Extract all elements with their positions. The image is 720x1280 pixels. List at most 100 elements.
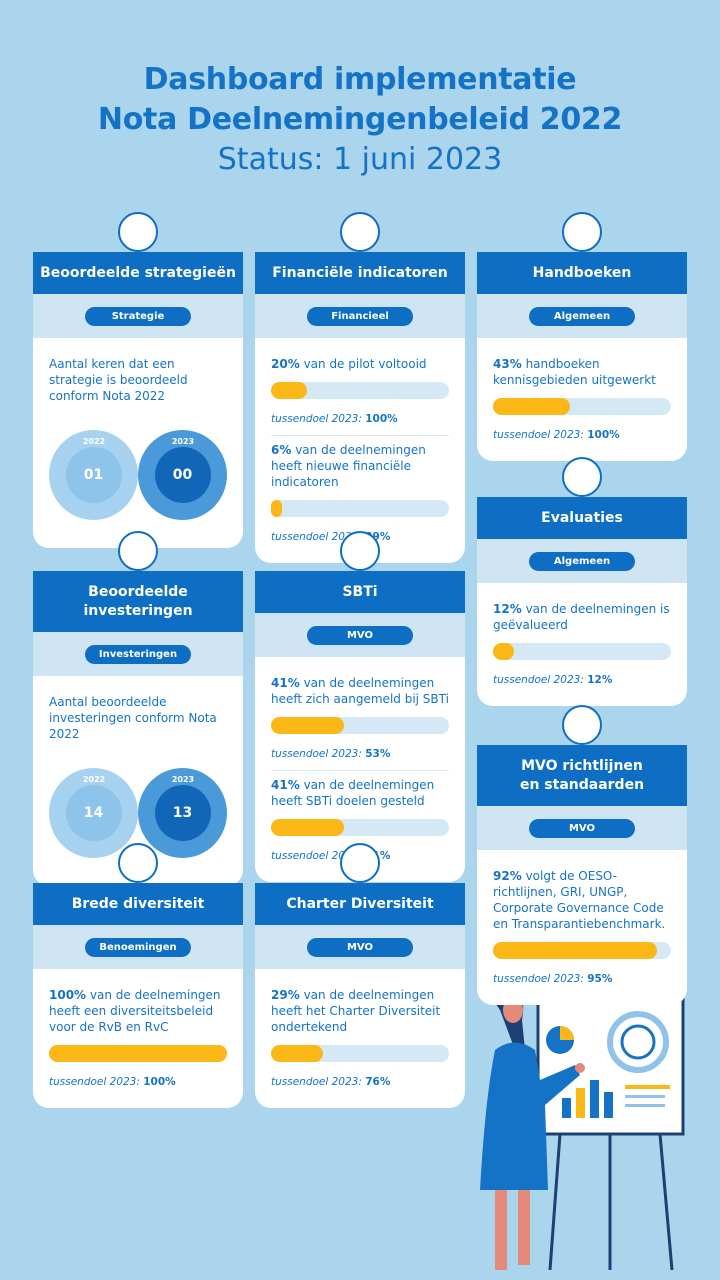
statement-text: van de pilot voltooid <box>303 357 427 371</box>
card-body: Aantal keren dat een strategie is beoord… <box>33 338 243 548</box>
icon <box>118 843 158 883</box>
statement-text: van de deelnemingen heeft SBTi doelen ge… <box>271 778 435 808</box>
target-label: tussendoel 2023: <box>493 674 584 686</box>
count: 13 <box>154 785 211 841</box>
target: tussendoel 2023: 53% <box>271 746 449 762</box>
year: 2023 <box>171 775 195 784</box>
icon <box>562 705 602 745</box>
percentage: 41% <box>271 778 300 792</box>
line-icon <box>625 1095 665 1098</box>
card-header: MVO richtlijnen en standaarden <box>477 705 687 806</box>
tag-band: MVO <box>477 806 687 850</box>
card-header: Charter Diversiteit <box>255 843 465 925</box>
body <box>480 1042 580 1190</box>
title: Nota Deelnemingenbeleid 2022 <box>97 102 623 137</box>
progress-fill <box>493 398 570 415</box>
progress-track <box>271 1045 449 1062</box>
card-title: Evaluaties <box>541 510 623 526</box>
progress-fill <box>271 500 282 517</box>
bar-icon <box>562 1098 571 1118</box>
year-circle: 2023 13 <box>138 768 227 858</box>
status: Status: 1 juni 2023 <box>217 142 503 177</box>
tag-band: Algemeen <box>477 294 687 338</box>
target-label: tussendoel 2023: <box>271 748 362 760</box>
progress-item: 41% van de deelnemingen heeft SBTi doele… <box>271 771 449 872</box>
target: tussendoel 2023: 95% <box>493 971 671 987</box>
card-header: Financiële indicatoren <box>255 212 465 294</box>
card: Charter Diversiteit MVO 29% van de deelnem… <box>255 843 465 1108</box>
statement: 100% van de deelnemingen heeft een diver… <box>49 987 227 1035</box>
progress-fill <box>271 1045 323 1062</box>
statement-text: van de deelnemingen heeft een diversitei… <box>49 988 221 1034</box>
icon <box>340 212 380 252</box>
tag: Investeringen <box>85 644 191 664</box>
card-title: Charter Diversiteit <box>286 896 434 912</box>
statement: 43% handboeken kennisgebieden uitgewerkt <box>493 356 671 388</box>
statement-text: van de deelnemingen heeft nieuwe financi… <box>271 443 426 489</box>
card-header: Beoordeelde investeringen <box>33 531 243 632</box>
target-value: 100% <box>587 429 620 441</box>
card-body: 12% van de deelnemingen is geëvalueerd tu… <box>477 583 687 706</box>
bar-icon <box>604 1092 613 1118</box>
target-value: 12% <box>587 674 613 686</box>
card-body: 92% volgt de OESO-richtlijnen, GRI, UNGP… <box>477 850 687 1005</box>
line-icon <box>625 1085 670 1089</box>
ring-icon <box>607 1011 669 1073</box>
target: tussendoel 2023: 100% <box>493 427 671 443</box>
leg <box>518 1190 530 1265</box>
progress-fill <box>493 942 657 959</box>
icon <box>118 531 158 571</box>
year: 2022 <box>82 775 106 784</box>
tag: Algemeen <box>529 551 635 571</box>
target-label: tussendoel 2023: <box>271 531 362 543</box>
tag-band: Algemeen <box>477 539 687 583</box>
icon <box>340 843 380 883</box>
target: tussendoel 2023: 100% <box>49 1074 227 1090</box>
progress-item: 6% van de deelnemingen heeft nieuwe fina… <box>271 436 449 553</box>
tag: Financieel <box>307 306 413 326</box>
line-icon <box>625 1104 665 1107</box>
statement-text: van de deelnemingen heeft het Charter Di… <box>271 988 441 1034</box>
tag: Strategie <box>85 306 191 326</box>
tag-band: Investeringen <box>33 632 243 676</box>
tag-band: Financieel <box>255 294 465 338</box>
target-label: tussendoel 2023: <box>271 1076 362 1088</box>
icon <box>562 457 602 497</box>
card-body: 20% van de pilot voltooid tussendoel 2023… <box>255 338 465 563</box>
target-label: tussendoel 2023: <box>271 413 362 425</box>
count: 01 <box>65 447 122 503</box>
card-title: Brede diversiteit <box>71 896 205 912</box>
bar-icon <box>576 1088 585 1118</box>
progress-track <box>271 382 449 399</box>
card-body: 100% van de deelnemingen heeft een diver… <box>33 969 243 1108</box>
illustration <box>480 986 685 1271</box>
statement: 92% volgt de OESO-richtlijnen, GRI, UNGP… <box>493 868 671 932</box>
percentage: 92% <box>493 869 522 883</box>
card-header: Brede diversiteit <box>33 843 243 925</box>
progress-track <box>493 398 671 415</box>
progress-track <box>493 942 671 959</box>
year-circle: 2022 14 <box>49 768 138 858</box>
icon <box>340 531 380 571</box>
target: tussendoel 2023: 12% <box>493 672 671 688</box>
year-circle: 2023 00 <box>138 430 227 520</box>
statement: 41% van de deelnemingen heeft zich aange… <box>271 675 449 707</box>
count: 14 <box>65 785 122 841</box>
statement-text: van de deelnemingen heeft zich aangemeld… <box>271 676 449 706</box>
progress-item: 41% van de deelnemingen heeft zich aange… <box>271 669 449 771</box>
tag: Algemeen <box>529 306 635 326</box>
statement-text: volgt de OESO-richtlijnen, GRI, UNGP, Co… <box>493 869 666 931</box>
card: MVO richtlijnen en standaarden MVO 92% volg… <box>477 705 687 1005</box>
target: tussendoel 2023: 76% <box>271 1074 449 1090</box>
target-label: tussendoel 2023: <box>493 973 584 985</box>
card-body: 41% van de deelnemingen heeft zich aange… <box>255 657 465 882</box>
tag-band: Benoemingen <box>33 925 243 969</box>
leg <box>495 1190 507 1270</box>
target-label: tussendoel 2023: <box>49 1076 140 1088</box>
card: Beoordeelde investeringen Investeringen Aa… <box>33 531 243 886</box>
year-circle: 2022 01 <box>49 430 138 520</box>
board-leg <box>548 1133 562 1271</box>
target-value: 95% <box>587 973 613 985</box>
target-label: tussendoel 2023: <box>271 850 362 862</box>
percentage: 43% <box>493 357 522 371</box>
